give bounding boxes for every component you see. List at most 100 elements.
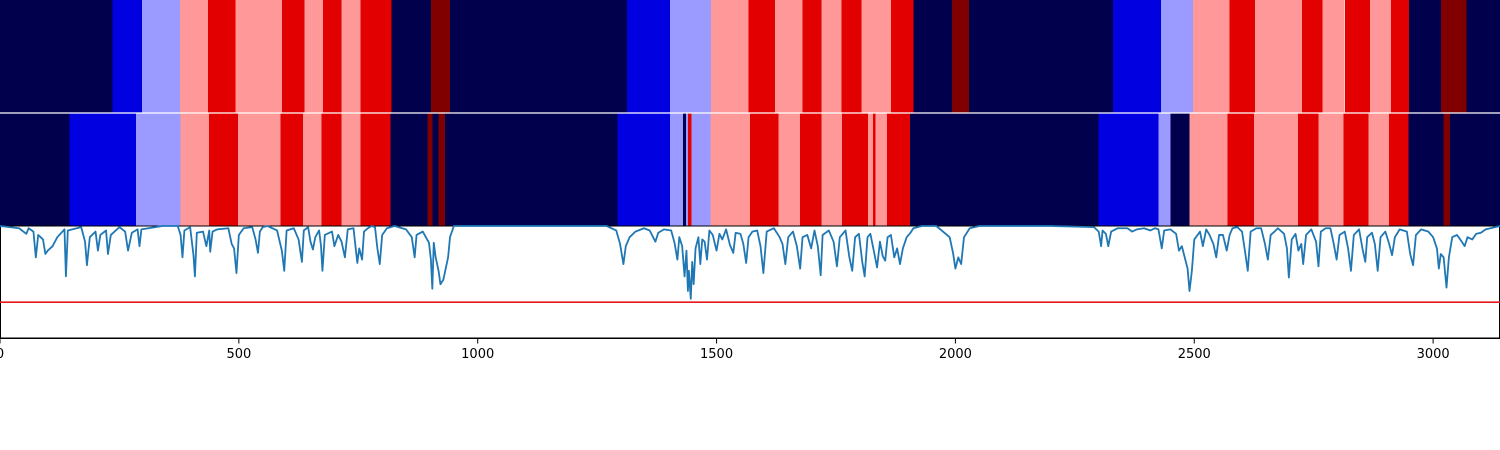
segment-r1-15 xyxy=(627,0,671,113)
segment-r1-11 xyxy=(360,0,392,113)
segment-r1-21 xyxy=(821,0,842,113)
segment-r1-12 xyxy=(391,0,431,113)
segment-r2-9 xyxy=(321,113,342,226)
segment-r1-18 xyxy=(748,0,775,113)
series-line xyxy=(0,225,1500,300)
segment-r1-26 xyxy=(952,0,969,113)
segment-r2-3 xyxy=(136,113,181,226)
segment-r1-27 xyxy=(968,0,1114,113)
segment-r2-41 xyxy=(1318,113,1344,226)
x-tick-label-7: 3000 xyxy=(1417,347,1450,362)
segment-r2-37 xyxy=(1189,113,1228,226)
x-tick-label-1: 0 xyxy=(0,347,4,362)
segment-r2-29 xyxy=(867,113,873,226)
segment-r1-25 xyxy=(913,0,953,113)
segment-r2-11 xyxy=(360,113,391,226)
segment-r1-20 xyxy=(802,0,822,113)
x-tick-label-4: 1500 xyxy=(700,347,733,362)
segment-r1-14 xyxy=(450,0,628,113)
segment-r2-46 xyxy=(1443,113,1450,226)
segment-r2-4 xyxy=(180,113,210,226)
segment-r1-17 xyxy=(710,0,749,113)
segment-r2-17 xyxy=(617,113,671,226)
segment-r2-35 xyxy=(1158,113,1171,226)
segment-r1-36 xyxy=(1370,0,1392,113)
segment-r1-16 xyxy=(670,0,711,113)
x-tick-label-3: 1000 xyxy=(461,347,494,362)
segment-r1-28 xyxy=(1113,0,1161,113)
segment-r1-37 xyxy=(1391,0,1410,113)
segment-r1-1 xyxy=(0,0,113,113)
segment-r1-6 xyxy=(235,0,282,113)
line-panel-frame xyxy=(0,225,1500,339)
segment-r2-2 xyxy=(69,113,137,226)
x-tick-label-5: 2000 xyxy=(939,347,972,362)
segment-r2-8 xyxy=(302,113,322,226)
segment-r2-25 xyxy=(778,113,801,226)
segment-r2-36 xyxy=(1170,113,1190,226)
segment-r1-35 xyxy=(1344,0,1371,113)
segment-r1-5 xyxy=(207,0,236,113)
segment-r2-15 xyxy=(438,113,446,226)
segment-r2-23 xyxy=(710,113,750,226)
segment-r1-32 xyxy=(1254,0,1302,113)
segment-r1-7 xyxy=(281,0,305,113)
segment-r2-27 xyxy=(821,113,843,226)
segment-r1-33 xyxy=(1301,0,1323,113)
segment-r2-12 xyxy=(390,113,428,226)
segment-r1-29 xyxy=(1160,0,1193,113)
segment-r2-20 xyxy=(685,113,688,226)
segment-r2-32 xyxy=(887,113,911,226)
segment-r1-34 xyxy=(1322,0,1345,113)
segment-r2-1 xyxy=(0,113,70,226)
segment-r2-16 xyxy=(445,113,618,226)
segment-r2-34 xyxy=(1098,113,1159,226)
segment-r2-40 xyxy=(1297,113,1319,226)
segment-r2-24 xyxy=(750,113,779,226)
x-axis-ticks: 0 500 1000 1500 2000 2500 3000 xyxy=(0,338,1450,362)
segment-r1-10 xyxy=(341,0,361,113)
segment-r1-31 xyxy=(1229,0,1255,113)
segment-r2-10 xyxy=(341,113,361,226)
segment-r1-13 xyxy=(430,0,450,113)
segment-r1-9 xyxy=(322,0,342,113)
segment-r2-19 xyxy=(683,113,686,226)
segment-r2-45 xyxy=(1408,113,1444,226)
segment-r2-21 xyxy=(687,113,692,226)
segment-r2-42 xyxy=(1343,113,1369,226)
segment-r2-6 xyxy=(237,113,281,226)
segment-r2-39 xyxy=(1253,113,1298,226)
segment-r2-28 xyxy=(842,113,868,226)
segment-r1-30 xyxy=(1192,0,1230,113)
segment-r1-40 xyxy=(1466,0,1500,113)
segment-r1-8 xyxy=(304,0,323,113)
segment-r2-30 xyxy=(872,113,876,226)
segment-r1-19 xyxy=(774,0,803,113)
line-panel xyxy=(0,225,1500,339)
segment-r2-5 xyxy=(209,113,238,226)
segment-r2-14 xyxy=(432,113,439,226)
x-tick-label-2: 500 xyxy=(226,347,251,362)
segment-r1-38 xyxy=(1409,0,1442,113)
x-tick-label-6: 2500 xyxy=(1178,347,1211,362)
segment-r2-13 xyxy=(427,113,433,226)
segment-r1-3 xyxy=(141,0,181,113)
segment-r2-33 xyxy=(910,113,1099,226)
segment-r1-22 xyxy=(841,0,862,113)
segment-r2-7 xyxy=(280,113,303,226)
segment-r2-22 xyxy=(691,113,711,226)
segment-r2-31 xyxy=(875,113,888,226)
segment-r1-23 xyxy=(861,0,891,113)
segment-r1-4 xyxy=(180,0,208,113)
segment-r1-24 xyxy=(890,0,914,113)
segment-r1-39 xyxy=(1441,0,1467,113)
segment-row-bottom xyxy=(0,113,1500,226)
segment-r2-44 xyxy=(1389,113,1409,226)
segment-r2-18 xyxy=(670,113,684,226)
segment-r2-43 xyxy=(1368,113,1390,226)
segment-row-top xyxy=(0,0,1500,113)
segment-r2-26 xyxy=(800,113,822,226)
segment-r2-38 xyxy=(1227,113,1254,226)
